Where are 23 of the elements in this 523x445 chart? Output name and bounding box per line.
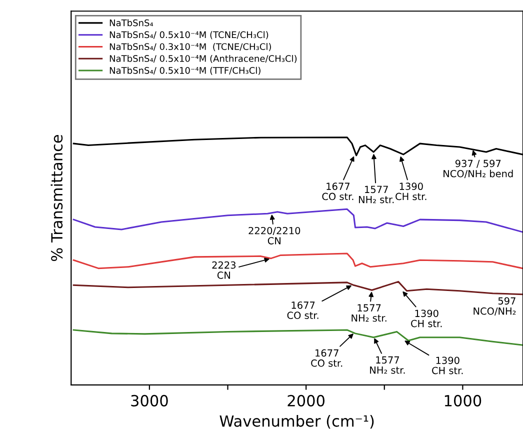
legend-label: NaTbSnS₄ [110,19,154,26]
annotation: 2220/2210 CN [248,226,300,244]
annotation: 1677 CO str. [287,302,318,320]
legend-label: NaTbSnS₄/ 0.3x10⁻⁴M (TCNE/CH₃Cl) [110,43,271,52]
annotation: 1577 NH₂ str. [352,304,386,322]
x-tick-label: 3000 [131,394,168,406]
annotation: 1677 CO str. [322,182,354,200]
x-tick-label: 2000 [288,394,324,406]
annotation: 2223 CN [212,261,236,279]
y-axis-title: % Transmittance [50,134,63,262]
x-tick-label: 1000 [444,394,482,406]
legend-label: NaTbSnS₄/ 0.5x10⁻⁴M (Anthracene/CH₃Cl) [110,54,297,63]
annotation: 597 NCO/NH₂ [474,297,516,316]
annotation: 1390 CH str. [411,310,442,328]
legend-label: NaTbSnS₄/ 0.5x10⁻⁴M (TCNE/CH₃Cl) [110,31,268,40]
annotation: 1390 CH str. [432,356,463,374]
annotation: 1390 CH str. [396,182,426,200]
annotation: 937 / 597 NCO/NH₂ bend [444,160,513,178]
annotation: 1577 NH₂ str. [370,356,405,374]
x-axis-title: Wavenumber (cm⁻¹) [220,414,374,429]
annotation: 1577 NH₂ str. [358,186,394,204]
annotation: 1677 CO str. [311,349,342,367]
legend-label: NaTbSnS₄/ 0.5x10⁻⁴M (TTF/CH₃Cl) [110,66,260,75]
